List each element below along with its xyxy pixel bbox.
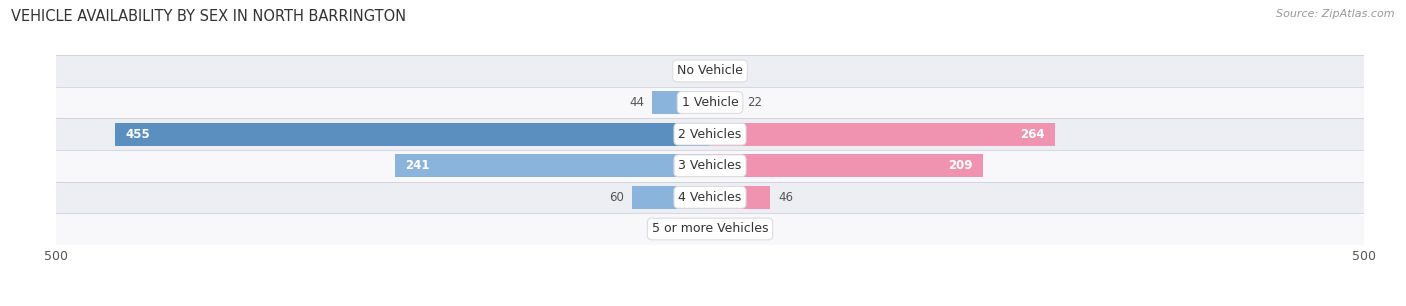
Bar: [710, 218, 730, 241]
Text: 241: 241: [405, 159, 430, 172]
Bar: [115, 123, 710, 146]
Bar: [395, 154, 710, 177]
Bar: [710, 123, 1056, 146]
Text: 0: 0: [718, 64, 725, 77]
Bar: [56, 87, 1364, 118]
Text: 46: 46: [778, 191, 793, 204]
Bar: [676, 218, 710, 241]
Text: 455: 455: [125, 128, 150, 141]
Bar: [710, 91, 738, 114]
Bar: [56, 118, 1364, 150]
Text: 3 Vehicles: 3 Vehicles: [679, 159, 741, 172]
Text: 0: 0: [695, 64, 702, 77]
Text: No Vehicle: No Vehicle: [678, 64, 742, 77]
Text: 60: 60: [609, 191, 624, 204]
Bar: [56, 55, 1364, 87]
Text: 264: 264: [1021, 128, 1045, 141]
Text: 22: 22: [747, 96, 762, 109]
Text: 2 Vehicles: 2 Vehicles: [679, 128, 741, 141]
Text: 209: 209: [949, 159, 973, 172]
Bar: [56, 181, 1364, 213]
Text: VEHICLE AVAILABILITY BY SEX IN NORTH BARRINGTON: VEHICLE AVAILABILITY BY SEX IN NORTH BAR…: [11, 9, 406, 24]
Bar: [56, 150, 1364, 181]
Bar: [710, 154, 983, 177]
Bar: [710, 186, 770, 209]
Text: 5 or more Vehicles: 5 or more Vehicles: [652, 222, 768, 236]
Bar: [652, 91, 710, 114]
Text: 15: 15: [738, 222, 752, 236]
Text: 44: 44: [630, 96, 644, 109]
Text: 1 Vehicle: 1 Vehicle: [682, 96, 738, 109]
Text: 26: 26: [654, 222, 668, 236]
Bar: [631, 186, 710, 209]
Bar: [56, 213, 1364, 245]
Text: 4 Vehicles: 4 Vehicles: [679, 191, 741, 204]
Text: Source: ZipAtlas.com: Source: ZipAtlas.com: [1277, 9, 1395, 19]
